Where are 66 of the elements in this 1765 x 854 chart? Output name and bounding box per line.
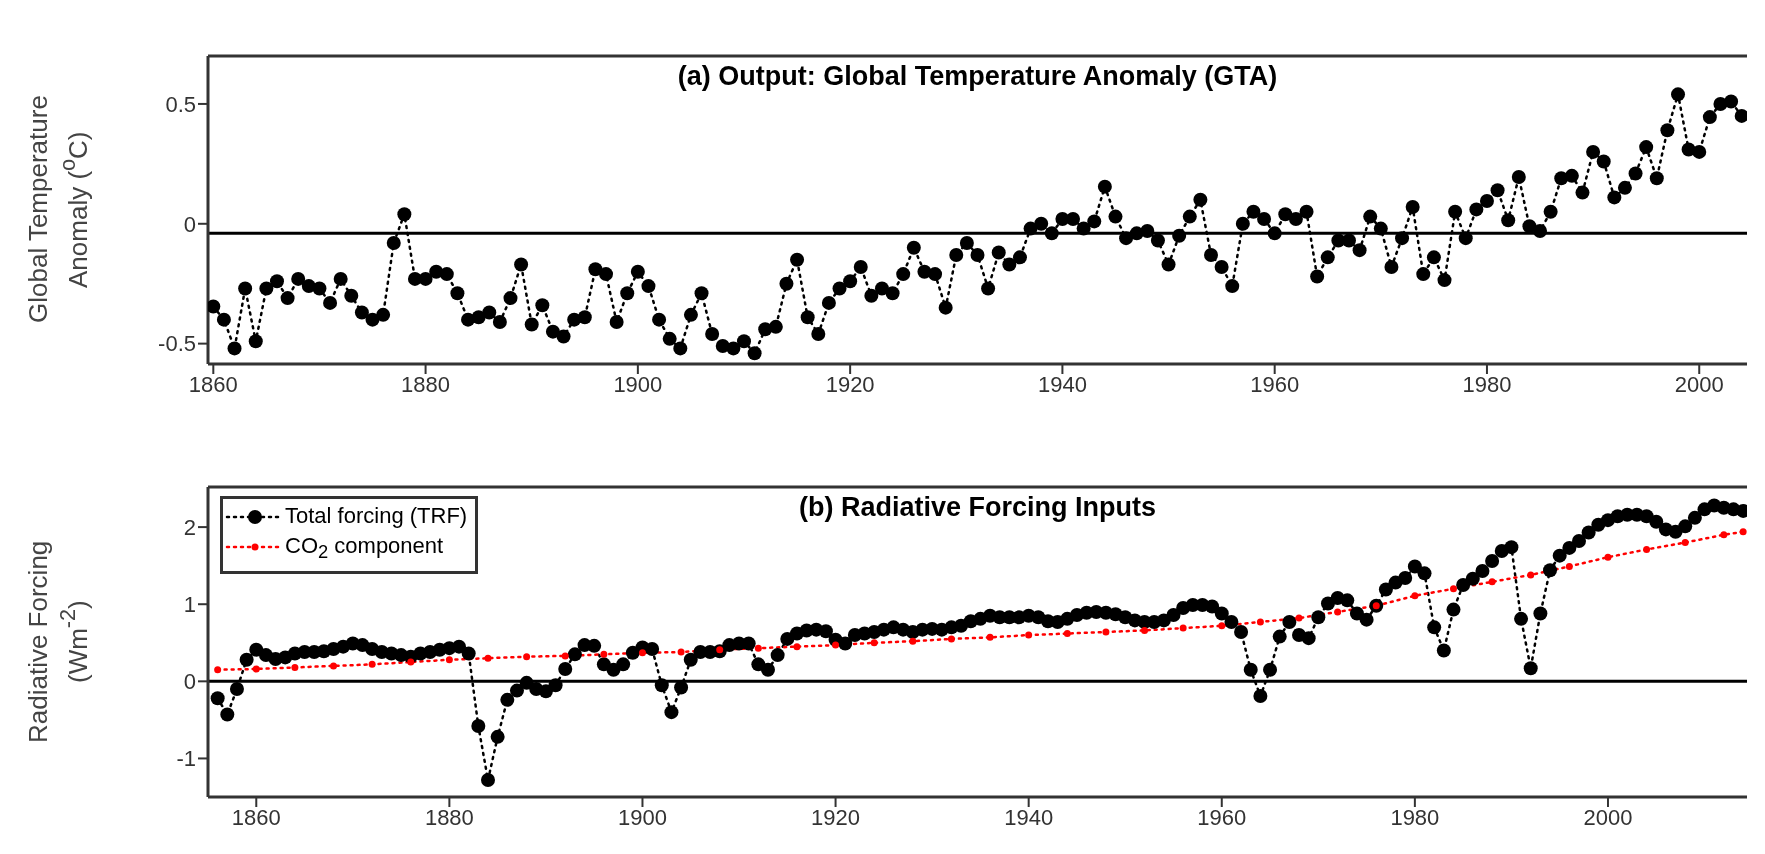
point <box>368 660 376 668</box>
point <box>1295 614 1303 622</box>
x-tick-label: 2000 <box>1583 804 1633 830</box>
y-tick-label: 0 <box>183 211 196 237</box>
point <box>561 652 569 660</box>
point <box>947 635 955 643</box>
chart-title: (a) Output: Global Temperature Anomaly (GTA) <box>676 61 1279 92</box>
point <box>252 665 260 673</box>
point <box>1102 628 1110 636</box>
x-tick-label: 1980 <box>1390 804 1440 830</box>
x-tick-label: 1880 <box>401 371 451 397</box>
point <box>484 654 492 662</box>
x-tick-label: 2000 <box>1674 371 1724 397</box>
point <box>870 639 878 647</box>
y-tick-label: 2 <box>183 514 196 540</box>
point <box>214 666 222 674</box>
point <box>1179 624 1187 632</box>
point <box>1218 622 1226 630</box>
point <box>445 656 453 664</box>
point <box>986 633 994 641</box>
point <box>1720 531 1728 539</box>
point <box>1604 553 1612 561</box>
y-tick-label: 0.5 <box>165 91 196 117</box>
x-tick-label: 1860 <box>231 804 281 830</box>
point <box>523 653 531 661</box>
point <box>1025 631 1033 639</box>
x-tick-label: 1940 <box>1037 371 1087 397</box>
x-tick-label: 1960 <box>1197 804 1247 830</box>
point <box>1488 578 1496 586</box>
y-tick-label: -0.5 <box>158 331 196 357</box>
point <box>291 663 299 671</box>
point <box>1063 630 1071 638</box>
point <box>909 637 917 645</box>
y-tick-label: 1 <box>183 592 196 618</box>
point <box>793 643 801 651</box>
point <box>677 648 685 656</box>
point <box>754 644 762 652</box>
x-tick-label: 1900 <box>613 371 663 397</box>
legend-label: Total forcing (TRF) <box>285 503 468 528</box>
point <box>1681 539 1689 547</box>
x-tick-label: 1900 <box>618 804 667 830</box>
x-tick-label: 1920 <box>825 371 875 397</box>
point <box>1256 618 1264 626</box>
point <box>1334 608 1342 616</box>
x-tick-label: 1960 <box>1250 371 1300 397</box>
point <box>600 650 608 658</box>
point <box>1141 626 1149 634</box>
point <box>330 662 338 670</box>
x-tick-label: 1940 <box>1004 804 1054 830</box>
x-tick-label: 1980 <box>1462 371 1512 397</box>
y-tick-label: -1 <box>176 746 196 772</box>
chart-title: (b) Radiative Forcing Inputs <box>798 492 1156 522</box>
point <box>1739 528 1747 536</box>
point <box>1527 571 1535 579</box>
point <box>832 641 840 649</box>
y-tick-label: 0 <box>183 669 196 695</box>
point <box>1643 545 1651 553</box>
point <box>407 658 415 666</box>
point <box>1411 592 1419 600</box>
point <box>1449 585 1457 593</box>
point <box>1565 562 1573 570</box>
legend-label: CO$_{2}$ component <box>285 533 444 563</box>
x-tick-label: 1920 <box>811 804 861 830</box>
x-tick-label: 1860 <box>188 371 238 397</box>
x-tick-label: 1880 <box>424 804 474 830</box>
point <box>638 649 646 657</box>
